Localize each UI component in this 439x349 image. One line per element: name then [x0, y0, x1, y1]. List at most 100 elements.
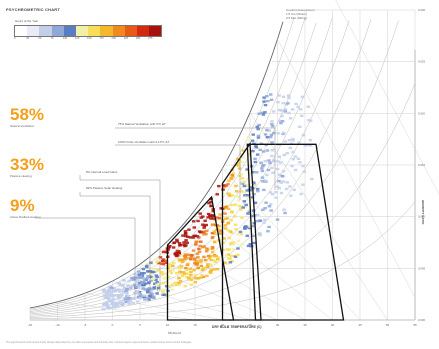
heatmap-cell — [151, 295, 156, 298]
heatmap-cell — [197, 250, 202, 253]
heatmap-cell — [301, 164, 305, 168]
legend-tick: 200 — [111, 37, 116, 40]
heatmap-cell — [108, 285, 112, 288]
heatmap-cell — [211, 217, 216, 220]
heatmap-cell — [263, 159, 267, 163]
heatmap-cell — [270, 123, 274, 126]
heatmap-cell — [140, 274, 145, 277]
heatmap-cell — [210, 245, 215, 249]
heatmap-cell — [183, 256, 188, 259]
heatmap-cell — [246, 212, 250, 215]
heatmap-cell — [113, 289, 117, 292]
heatmap-cell — [203, 259, 208, 262]
heatmap-cell — [242, 184, 247, 188]
heatmap-cell — [111, 297, 116, 301]
heatmap-cell — [260, 167, 264, 170]
heatmap-cell — [270, 166, 274, 170]
heatmap-cell — [252, 222, 256, 225]
heatmap-cell — [195, 262, 199, 265]
heatmap-cell — [188, 267, 193, 271]
y-axis-title: HUMIDITY RATIO — [421, 200, 425, 225]
heatmap-cell — [131, 285, 135, 288]
heatmap-cell — [178, 259, 182, 263]
heatmap-cell — [192, 257, 197, 260]
heatmap-cell — [116, 289, 120, 292]
heatmap-cell — [298, 125, 302, 128]
heatmap-cell — [236, 199, 241, 202]
heatmap-cell — [223, 224, 228, 227]
heatmap-cell — [157, 286, 161, 289]
heatmap-cell — [168, 269, 173, 273]
heatmap-cell — [275, 218, 280, 221]
heatmap-cell — [174, 252, 178, 255]
heatmap-cell — [252, 241, 257, 245]
heatmap-cell — [229, 203, 234, 207]
heatmap-cell — [209, 217, 213, 220]
heatmap-cell — [223, 261, 227, 264]
heatmap-cell — [280, 114, 284, 118]
heatmap-cell — [251, 133, 255, 136]
heatmap-cell — [212, 241, 217, 244]
heatmap-cell — [291, 139, 295, 142]
heatmap-cell — [258, 232, 262, 235]
heatmap-cell — [282, 131, 286, 135]
heatmap-cell — [110, 301, 115, 304]
heatmap-cell — [245, 234, 249, 237]
heatmap-cell — [255, 125, 259, 128]
stat-active-radiant-heating: 9% Active Radiant Heating — [10, 197, 41, 219]
heatmap-cell — [301, 183, 305, 186]
heatmap-cell — [186, 253, 190, 256]
heatmap-cell — [117, 302, 121, 305]
heatmap-cell — [204, 223, 208, 227]
heatmap-cell — [230, 173, 234, 177]
heatmap-cell — [170, 288, 174, 291]
heatmap-cell — [136, 286, 141, 289]
heatmap-cell — [131, 296, 135, 300]
heatmap-cell — [199, 240, 203, 243]
heatmap-cell — [239, 173, 243, 176]
footnote: The psychrometric chart shows hourly cli… — [6, 341, 193, 344]
heatmap-cell — [122, 279, 126, 282]
heatmap-cell — [110, 295, 114, 298]
x-tick-label: 35 — [303, 323, 307, 327]
heatmap-cell — [306, 105, 310, 108]
heatmap-cell — [175, 272, 179, 275]
heatmap-cell — [106, 289, 111, 293]
legend-swatch — [39, 26, 52, 36]
heatmap-cell — [269, 133, 274, 136]
heatmap-cell — [161, 290, 165, 294]
heatmap-cell — [145, 264, 149, 268]
legend-swatch — [63, 26, 76, 36]
heatmap-cell — [234, 184, 238, 188]
heatmap-cell — [256, 134, 261, 137]
heatmap-cell — [193, 274, 198, 277]
heatmap-cell — [146, 275, 150, 278]
heatmap-cell — [150, 293, 154, 296]
stat-percent: 9% — [10, 196, 35, 215]
heatmap-cell — [272, 110, 276, 113]
heatmap-cell — [283, 211, 287, 215]
heatmap-cell — [160, 262, 164, 265]
heatmap-cell — [270, 149, 275, 152]
heatmap-cell — [208, 263, 213, 266]
heatmap-cell — [257, 112, 261, 115]
rh-curve — [29, 21, 284, 309]
heatmap-cell — [135, 290, 139, 293]
heatmap-cell — [281, 101, 286, 105]
heatmap-cell — [191, 220, 196, 223]
heatmap-cell — [261, 163, 266, 167]
heatmap-cell — [128, 299, 133, 303]
heatmap-cell — [248, 225, 252, 228]
legend-tick: 250 — [135, 37, 141, 40]
heatmap-cell — [205, 265, 210, 268]
legend-swatch — [51, 26, 64, 36]
heatmap-cell — [186, 257, 191, 260]
heatmap-cell — [109, 286, 114, 289]
heatmap-cell — [132, 291, 137, 295]
heatmap-cell — [279, 121, 283, 125]
heatmap-cell — [237, 164, 241, 167]
x-axis-title: DRY BULB TEMPERATURE (C) — [212, 325, 262, 329]
heatmap-cell — [213, 232, 217, 235]
heatmap-cell — [183, 230, 188, 233]
heatmap-cell — [145, 276, 149, 280]
